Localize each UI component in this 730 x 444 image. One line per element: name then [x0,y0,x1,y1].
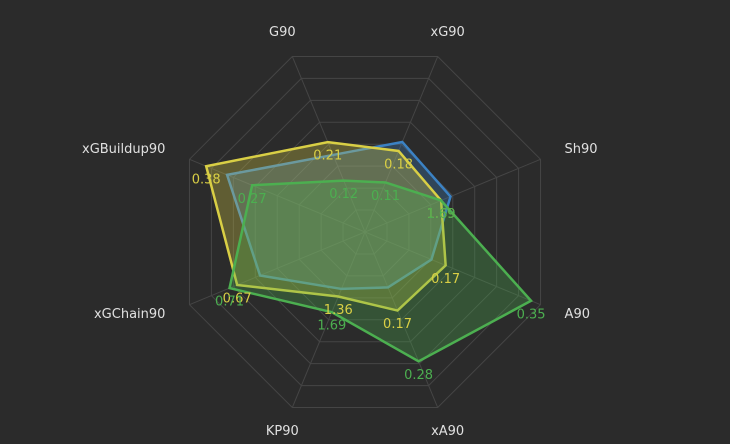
value-label: 1.69 [427,207,456,222]
value-label: 1.36 [324,303,353,318]
value-label: 0.27 [238,192,267,207]
axis-label: xGBuildup90 [82,142,165,157]
spoke [189,158,366,233]
axis-label: KP90 [266,424,299,439]
value-label: 1.69 [317,319,346,334]
spoke [364,231,439,408]
value-label: 0.11 [371,189,400,204]
axis-label: A90 [565,307,590,322]
spoke [291,231,366,408]
value-label: 0.35 [517,307,546,322]
spoke [364,231,541,306]
value-label: 0.12 [329,187,358,202]
value-label: 0.18 [384,157,413,172]
spoke [364,56,439,233]
series-area [225,140,452,291]
spoke [364,158,541,233]
value-label: 0.17 [383,317,412,332]
series-area [228,179,534,363]
value-label: 0.21 [313,149,342,164]
value-label: 0.17 [431,272,460,287]
axis-label: xG90 [431,25,465,40]
axis-label: xA90 [431,424,464,439]
spoke [189,231,366,306]
spoke [291,56,366,233]
value-label: 0.71 [215,295,244,310]
value-label: 0.28 [404,368,433,383]
axis-label: xGChain90 [94,307,165,322]
value-label: 1.69 [427,207,456,222]
value-label: 0.38 [192,173,221,188]
axis-label: Sh90 [565,142,598,157]
axis-label: G90 [269,25,296,40]
value-label: 0.67 [223,291,252,306]
